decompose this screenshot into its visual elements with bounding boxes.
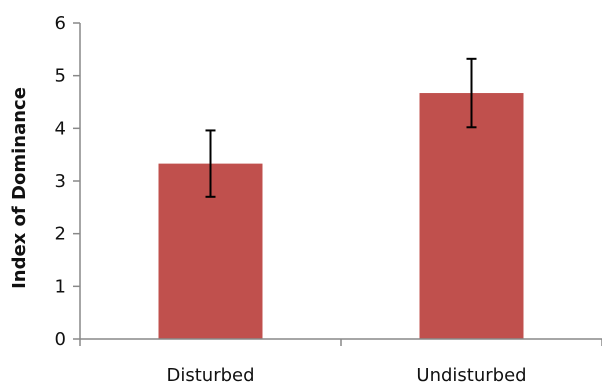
y-tick-label: 1 [55, 276, 66, 297]
x-category-label: Disturbed [166, 365, 254, 386]
x-category-label: Undisturbed [416, 365, 526, 386]
y-tick-label: 5 [55, 66, 66, 87]
y-tick-label: 6 [55, 13, 66, 34]
bar-undisturbed [419, 93, 524, 340]
y-tick-label: 4 [55, 118, 66, 139]
y-tick-label: 0 [55, 329, 66, 350]
y-tick-label: 3 [55, 171, 66, 192]
y-tick-label: 2 [55, 224, 66, 245]
y-axis-title: Index of Dominance [9, 87, 30, 289]
